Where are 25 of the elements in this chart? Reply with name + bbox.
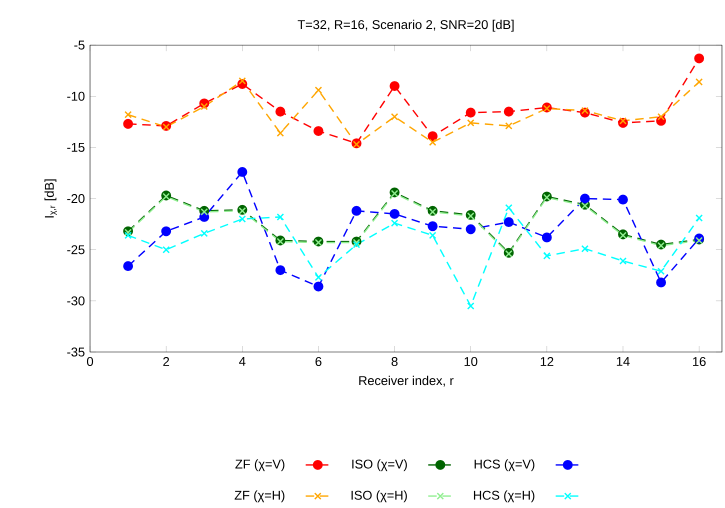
legend-label: ISO (χ=H) (352, 490, 407, 502)
x-axis-title: Receiver index, r (359, 376, 454, 387)
x-tick-label: 12 (540, 357, 554, 366)
legend-label: HCS (χ=H) (474, 490, 534, 502)
y-tick-label: -30 (67, 296, 85, 306)
legend-label: ZF (χ=H) (234, 490, 284, 502)
x-tick-label: 16 (693, 357, 706, 366)
chart-title: T=32, R=16, Scenario 2, SNR=20 [dB] (298, 20, 514, 32)
y-axis-title: I$_{χ,r}$ [dB] (44, 179, 57, 218)
x-tick-label: 2 (163, 357, 170, 366)
y-tick-label: -25 (67, 245, 84, 254)
y-tick-label: -15 (67, 143, 84, 152)
legend-label: HCS (χ=V) (474, 459, 534, 472)
y-tick-label: -5 (74, 40, 84, 50)
x-tick-label: 10 (464, 357, 478, 366)
y-tick-label: -35 (67, 348, 84, 357)
x-tick-label: 4 (239, 357, 246, 366)
x-tick-label: 14 (616, 357, 630, 366)
x-tick-label: 6 (316, 357, 322, 366)
legend-label: ISO (χ=V) (352, 459, 407, 472)
x-tick-label: 0 (86, 357, 94, 366)
y-tick-label: -20 (67, 194, 85, 204)
y-tick-label: -10 (67, 92, 85, 101)
x-tick-label: 8 (392, 357, 398, 366)
legend-label: ZF (χ=V) (235, 459, 284, 472)
